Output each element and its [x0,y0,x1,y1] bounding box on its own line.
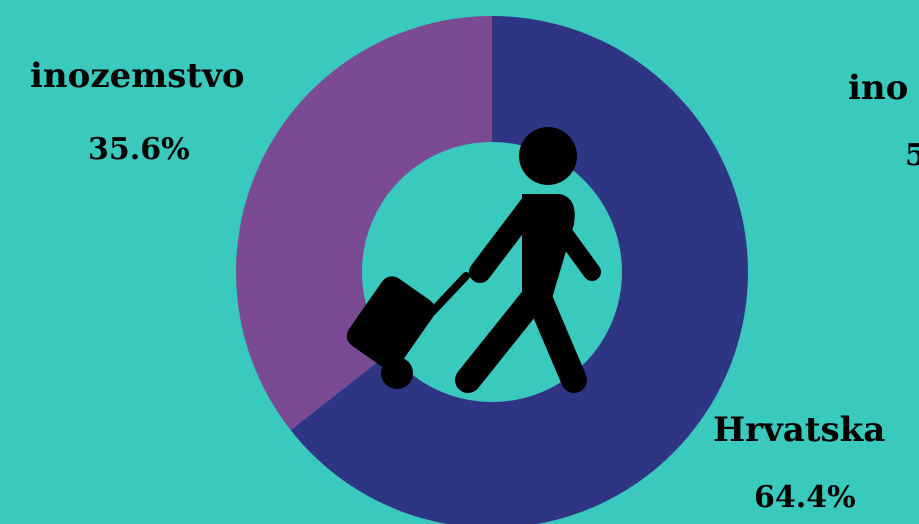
traveler-with-suitcase-icon [346,127,601,393]
slice-label-hrvatska-value: 64.4% [754,480,856,515]
donut-slice-inozemstvo [236,16,492,431]
slice-label-inozemstvo-name: inozemstvo [30,56,245,96]
slice-label-hrvatska-name: Hrvatska [713,410,886,450]
partial-label-right-top-value: 5 [905,138,919,173]
slice-label-inozemstvo-value: 35.6% [88,132,190,167]
partial-label-right-top-name: ino [848,68,909,108]
